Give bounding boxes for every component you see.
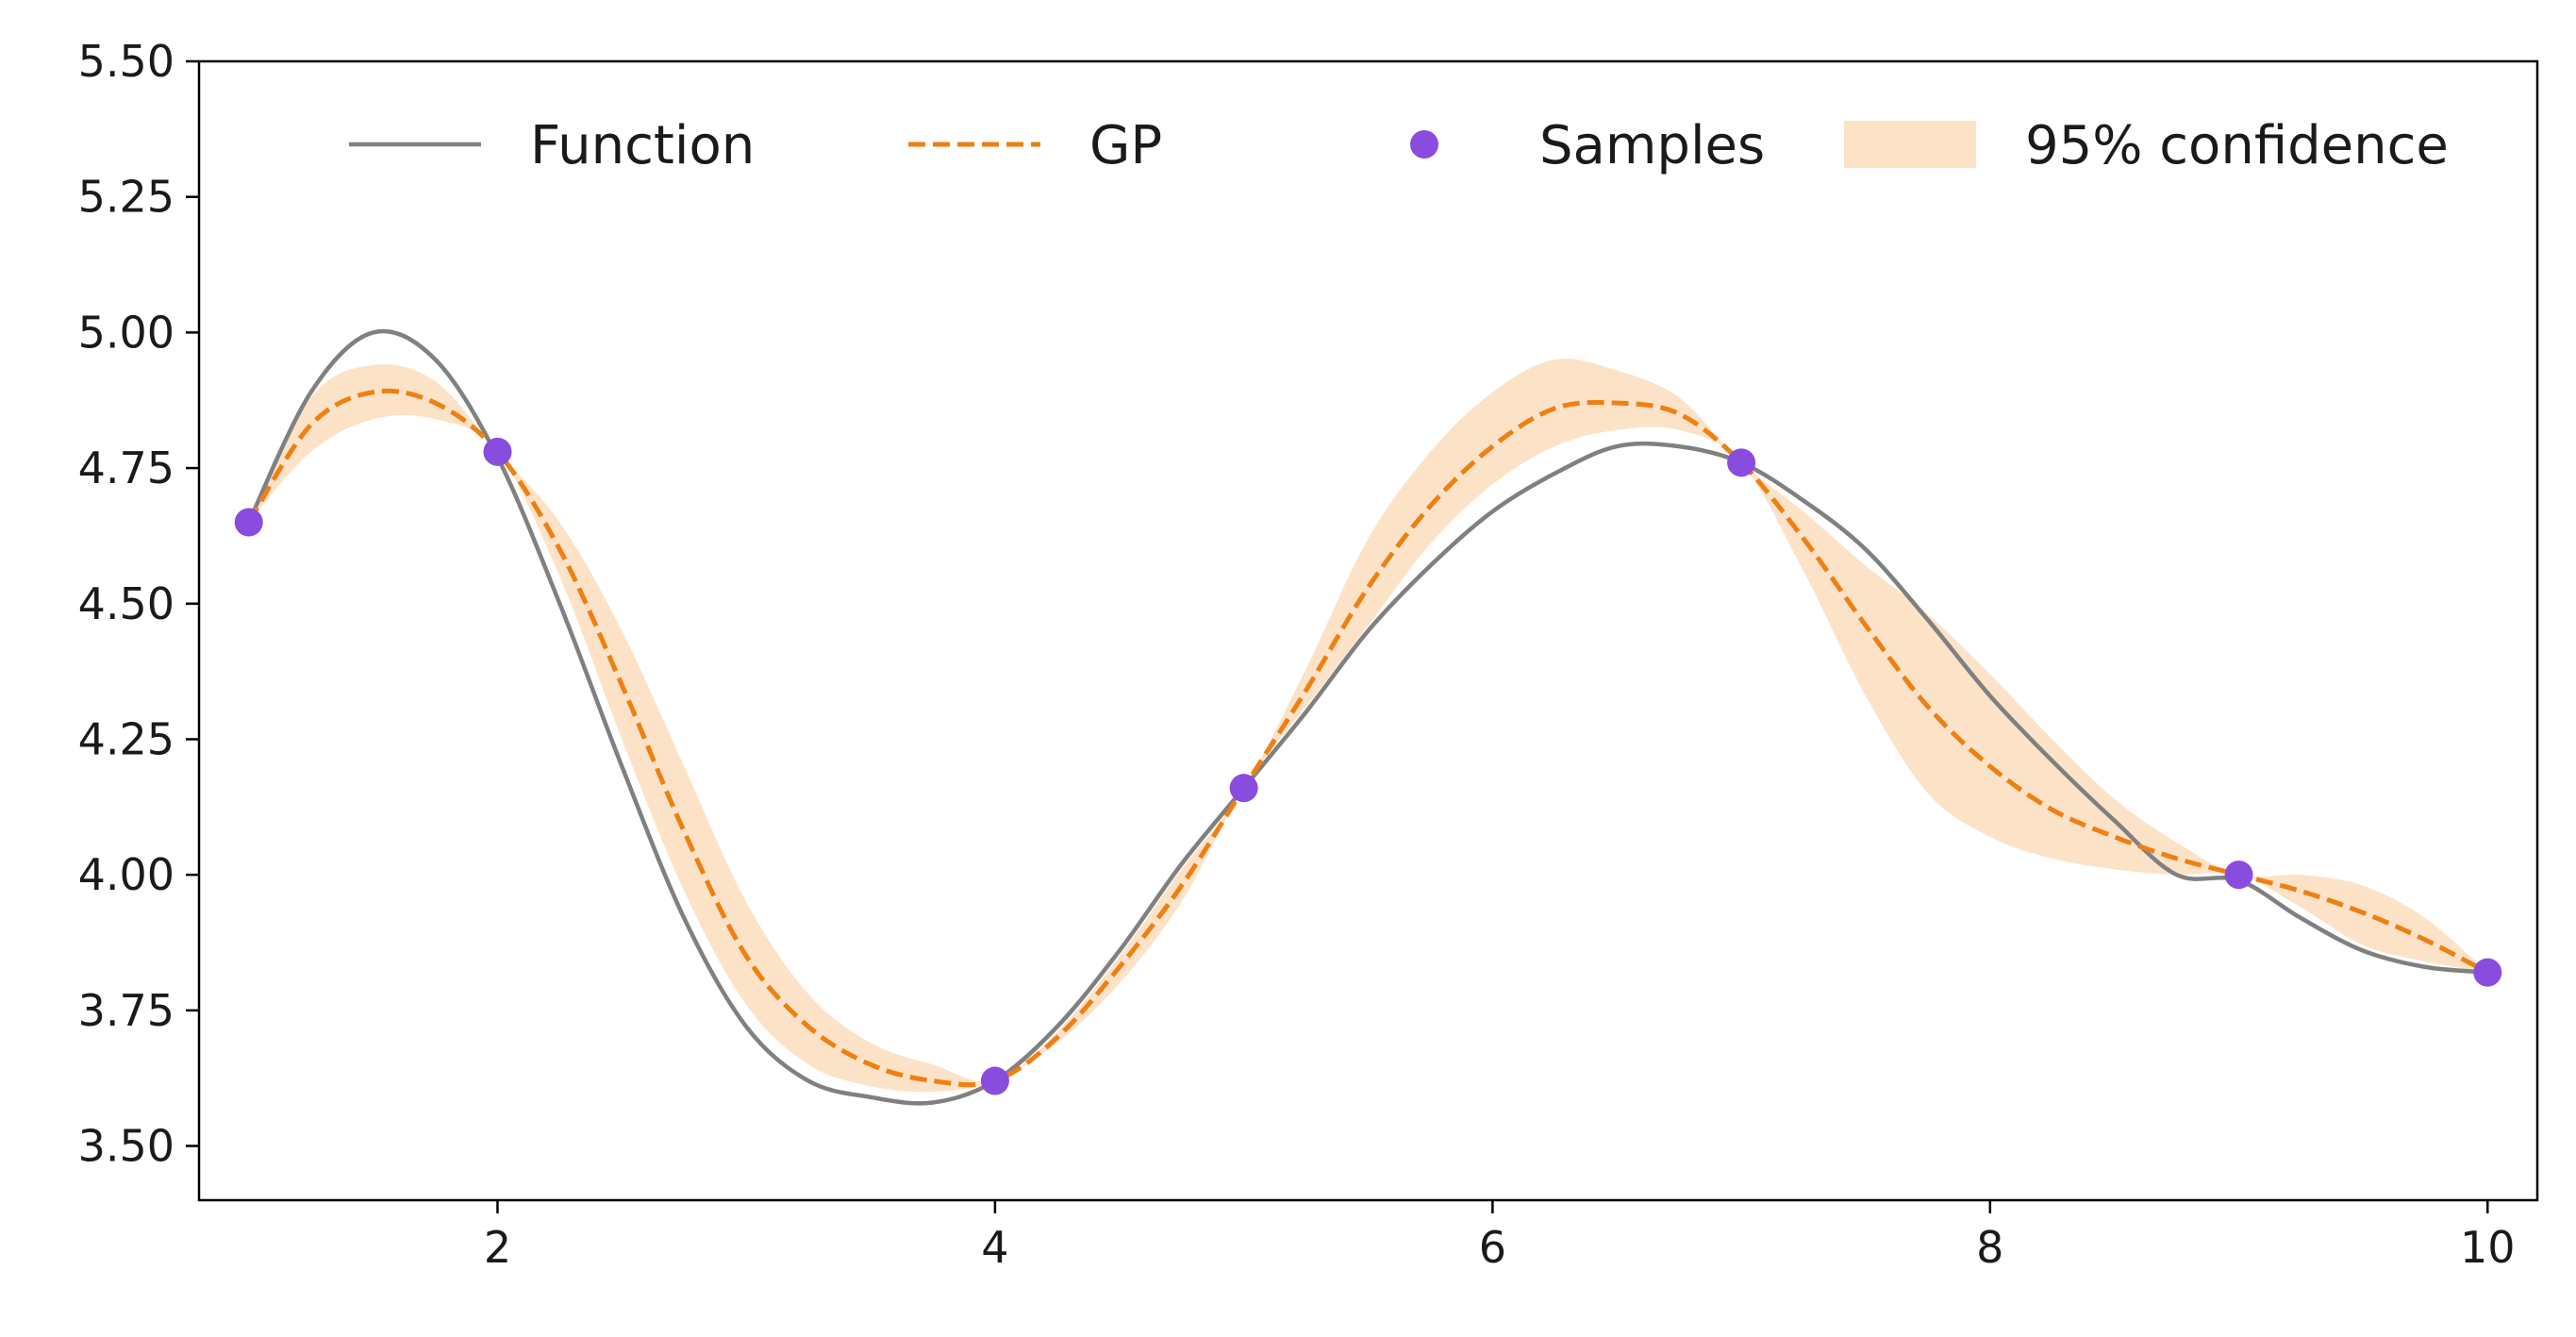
sample-point xyxy=(1229,774,1258,803)
y-tick-label: 3.75 xyxy=(78,985,175,1036)
legend-entry-gp: GP xyxy=(908,115,1162,176)
legend-label: Samples xyxy=(1539,115,1765,176)
legend-label: GP xyxy=(1089,115,1162,176)
sample-point xyxy=(234,508,263,537)
confidence-band xyxy=(248,359,2488,1093)
plot-area xyxy=(234,328,2502,1106)
gp-line xyxy=(246,388,2489,1088)
legend-label: Function xyxy=(530,115,755,176)
legend: Function GP Samples 95% confidence xyxy=(349,115,2449,176)
legend-entry-function: Function xyxy=(349,115,755,176)
x-tick-label: 6 xyxy=(1479,1222,1506,1273)
sample-markers-layer xyxy=(234,437,2502,1095)
series-lines-layer xyxy=(246,328,2489,1106)
axes-frame xyxy=(197,59,2539,1202)
function-line xyxy=(246,328,2488,1106)
confidence-band-layer xyxy=(248,359,2488,1093)
y-tick-label: 5.00 xyxy=(78,307,175,358)
x-tick-label: 8 xyxy=(1976,1222,2003,1273)
sample-point xyxy=(2473,958,2502,987)
y-axis: 3.50 3.75 4.00 4.25 4.50 4.75 5.00 5.25 5.50 xyxy=(78,36,199,1172)
y-tick-label: 3.50 xyxy=(78,1121,175,1172)
sample-point xyxy=(483,437,512,466)
sample-point xyxy=(980,1066,1009,1095)
x-axis: 2 4 6 8 10 xyxy=(484,1200,2516,1273)
legend-swatch-band xyxy=(1844,121,1976,168)
x-tick-label: 2 xyxy=(484,1222,511,1273)
sample-point xyxy=(1727,448,1756,477)
y-tick-label: 4.50 xyxy=(78,578,175,629)
y-tick-label: 4.00 xyxy=(78,849,175,900)
y-tick-label: 4.25 xyxy=(78,713,175,764)
x-tick-label: 4 xyxy=(981,1222,1008,1273)
legend-swatch-marker xyxy=(1410,130,1438,159)
y-tick-label: 5.25 xyxy=(78,172,175,223)
x-tick-label: 10 xyxy=(2460,1222,2516,1273)
y-tick-label: 4.75 xyxy=(78,443,175,493)
y-tick-label: 5.50 xyxy=(78,36,175,87)
legend-entry-samples: Samples xyxy=(1410,115,1765,176)
sample-point xyxy=(2224,861,2253,890)
legend-label: 95% confidence xyxy=(2025,115,2449,176)
legend-entry-95-confidence: 95% confidence xyxy=(1844,115,2449,176)
